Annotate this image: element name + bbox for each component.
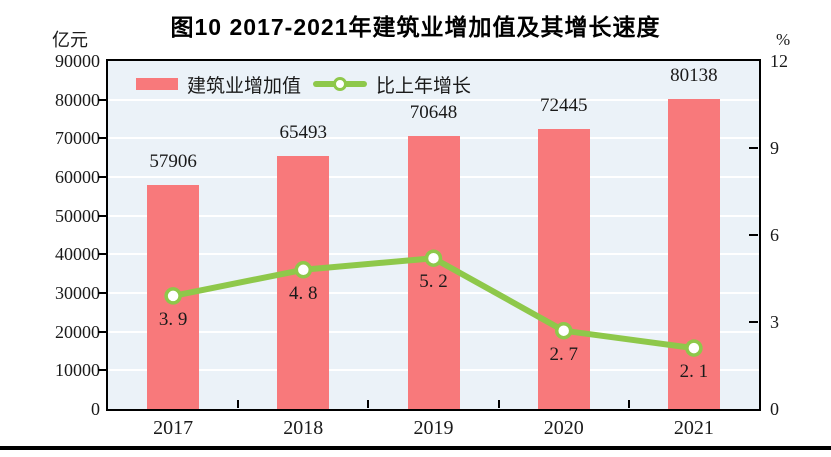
bottom-tick-mark — [367, 400, 370, 408]
right-axis-unit-label: % — [776, 30, 791, 49]
bar-value-label: 72445 — [539, 94, 588, 116]
x-tick-label-2021: 2021 — [673, 417, 714, 439]
left-axis-tick-label: 10000 — [55, 360, 100, 381]
left-axis-unit-label: 亿元 — [52, 30, 88, 50]
bar-value-label: 65493 — [279, 121, 328, 143]
chart-title: 图10 2017-2021年建筑业增加值及其增长速度 — [170, 14, 661, 40]
bar-2019 — [407, 135, 460, 409]
x-tick-label-2020: 2020 — [543, 417, 584, 439]
bar-2021 — [667, 99, 720, 409]
growth-point-marker — [685, 339, 703, 357]
left-axis-tick-label: 90000 — [55, 51, 100, 71]
x-tick-label-2017: 2017 — [153, 417, 194, 439]
legend-item-bar: 建筑业增加值 — [136, 71, 301, 98]
right-axis-tick-label: 12 — [770, 51, 788, 71]
growth-value-label: 4. 8 — [289, 282, 318, 304]
bar-value-label: 80138 — [670, 65, 718, 87]
bottom-tick-mark — [497, 400, 500, 408]
right-axis-tick-label: 3 — [770, 312, 779, 332]
legend-label-bar: 建筑业增加值 — [187, 75, 302, 97]
x-tick-label-2018: 2018 — [283, 417, 324, 439]
left-axis-tick-label: 70000 — [55, 128, 100, 149]
left-axis-tick-label: 30000 — [55, 283, 100, 303]
left-tick-mark — [98, 330, 107, 333]
bar-legend-swatch — [136, 78, 178, 90]
line-legend-marker — [313, 77, 368, 92]
growth-line-svg — [164, 249, 703, 357]
right-tick-mark — [749, 321, 758, 323]
growth-value-label: 5. 2 — [419, 271, 448, 293]
legend-label-line: 比上年增长 — [376, 75, 472, 97]
left-axis-tick-label: 0 — [91, 399, 100, 419]
bar-value-label: 57906 — [149, 151, 197, 173]
bar-2020 — [537, 128, 590, 409]
left-tick-mark — [98, 292, 107, 294]
left-axis-tick-label: 20000 — [55, 321, 100, 342]
bar-2018 — [277, 155, 330, 409]
bottom-tick-mark — [627, 400, 630, 408]
left-tick-mark — [98, 253, 107, 256]
x-tick-label-2019: 2019 — [413, 417, 454, 439]
bar-value-label: 70648 — [409, 101, 458, 123]
left-tick-mark — [98, 176, 107, 178]
growth-point-marker — [164, 287, 182, 305]
left-tick-mark — [98, 214, 107, 217]
right-axis-tick-label: 6 — [770, 225, 779, 245]
right-tick-mark — [749, 234, 758, 236]
line-legend-circle — [333, 77, 348, 91]
left-tick-mark — [98, 98, 107, 101]
chart-legend: 建筑业增加值 比上年增长 — [136, 70, 471, 98]
right-axis-tick-label: 9 — [770, 138, 779, 158]
left-tick-mark — [98, 369, 107, 372]
left-axis-tick-label: 80000 — [55, 89, 100, 110]
bottom-tick-mark — [237, 400, 240, 408]
growth-point-marker — [294, 261, 313, 279]
plot-area: 3. 9 4. 8 5. 2 2. 7 2. 1 57906 65493 70648 7244… — [106, 59, 761, 411]
growth-point-marker — [554, 321, 573, 340]
right-axis-tick-label: 0 — [770, 399, 779, 419]
left-axis-tick-label: 60000 — [55, 167, 100, 187]
left-axis-tick-label: 40000 — [55, 244, 100, 265]
gridline — [108, 98, 759, 101]
right-tick-mark — [749, 147, 758, 149]
growth-value-label: 3. 9 — [158, 308, 188, 330]
left-axis-tick-label: 50000 — [55, 205, 100, 226]
bottom-divider-line — [0, 446, 831, 450]
growth-value-label: 2. 1 — [679, 361, 709, 383]
left-tick-mark — [98, 137, 107, 140]
growth-value-label: 2. 7 — [549, 343, 578, 365]
growth-point-marker — [424, 249, 443, 267]
legend-item-line: 比上年增长 — [313, 71, 471, 98]
